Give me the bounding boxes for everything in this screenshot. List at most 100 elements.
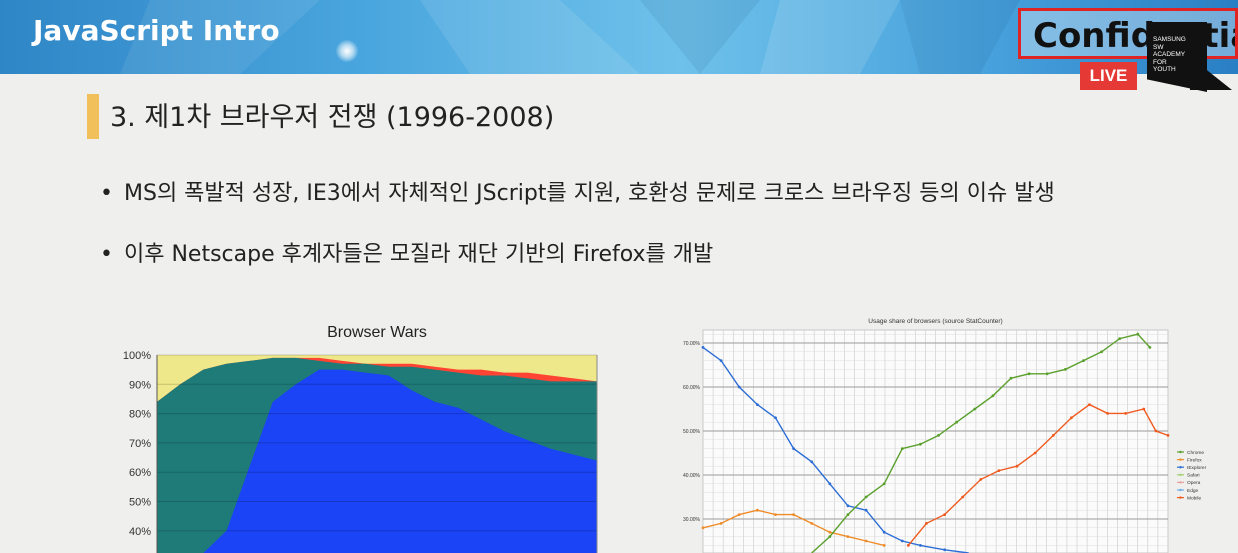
legend-marker	[1179, 450, 1182, 454]
browser-wars-chart: Browser Wars 100% 90% 80% 70% 60% 50% 40%	[123, 324, 598, 553]
data-point	[1045, 372, 1049, 376]
section-accent-bar	[87, 94, 99, 139]
header-polygon-pattern	[120, 0, 1020, 74]
data-point	[719, 359, 723, 362]
data-point	[756, 403, 759, 406]
data-point	[1051, 434, 1055, 437]
data-point	[882, 482, 886, 486]
y-tick-label: 50.00%	[683, 429, 701, 435]
data-point	[1009, 376, 1013, 380]
data-point	[919, 544, 922, 547]
legend-marker	[1179, 458, 1182, 461]
data-point	[943, 513, 946, 516]
data-point	[979, 478, 983, 481]
bullet-dot-icon: •	[100, 242, 113, 267]
data-point	[774, 513, 777, 516]
y-tick-label: 70%	[129, 438, 151, 450]
data-point	[810, 460, 814, 464]
data-point	[756, 508, 759, 512]
area-series-blue	[157, 369, 597, 553]
data-point	[846, 535, 850, 538]
y-tick-label: 30.00%	[683, 517, 701, 523]
legend-marker	[1179, 496, 1182, 499]
data-point	[991, 394, 995, 398]
data-point	[828, 530, 832, 534]
legend-marker	[1179, 473, 1182, 476]
legend-label: Chrome	[1187, 450, 1204, 456]
data-point	[882, 544, 886, 547]
data-point	[1063, 368, 1067, 371]
data-point	[846, 513, 850, 516]
data-point	[1118, 337, 1122, 340]
data-point	[937, 434, 940, 437]
bullet-item: • 이후 Netscape 후계자들은 모질라 재단 기반의 Firefox를 개…	[100, 236, 713, 268]
data-point	[1033, 451, 1037, 455]
legend-label: IExplorer	[1187, 465, 1207, 471]
data-point	[774, 416, 777, 420]
bullet-text: MS의 폭발적 성장, IE3에서 자체적인 JScript를 지원, 호환성 …	[124, 181, 1055, 206]
y-tick-label: 60.00%	[683, 385, 701, 391]
bullet-dot-icon: •	[100, 181, 113, 206]
series-line-chrome	[811, 333, 1151, 553]
data-point	[737, 385, 741, 389]
data-point	[864, 539, 868, 543]
data-point	[737, 513, 741, 516]
chart-title: Browser Wars	[327, 324, 427, 341]
data-point	[846, 504, 850, 508]
y-tick-label: 50%	[129, 497, 151, 509]
light-flare	[336, 40, 358, 62]
usage-share-chart: Usage share of browsers (source StatCoun…	[683, 318, 1207, 553]
y-tick-label: 90%	[129, 379, 151, 391]
y-tick-label: 40.00%	[683, 473, 701, 479]
section-title: 3. 제1차 브라우저 전쟁 (1996-2008)	[110, 102, 555, 133]
y-tick-label: 80%	[129, 409, 151, 421]
deck-title: JavaScript Intro	[33, 14, 280, 47]
y-tick-label: 60%	[129, 467, 151, 479]
data-point	[828, 535, 832, 538]
chart-title: Usage share of browsers (source StatCoun…	[868, 318, 1002, 325]
data-point	[1106, 412, 1109, 415]
data-point	[1166, 434, 1170, 437]
series-line-mobile	[907, 403, 1169, 546]
data-point	[719, 522, 723, 525]
data-point	[900, 447, 904, 450]
data-point	[997, 469, 1001, 472]
data-point	[1100, 350, 1103, 354]
data-point	[919, 442, 922, 446]
data-point	[828, 482, 832, 486]
legend-label: Opera	[1187, 480, 1201, 486]
data-point	[1148, 346, 1152, 349]
data-point	[792, 513, 795, 516]
legend-marker	[1179, 488, 1182, 492]
data-point	[961, 495, 965, 499]
data-point	[701, 346, 705, 349]
data-point	[900, 539, 904, 543]
live-badge: LIVE	[1080, 62, 1137, 90]
data-point	[701, 526, 705, 530]
data-point	[1088, 403, 1091, 406]
data-point	[1015, 464, 1019, 468]
y-tick-label: 70.00%	[683, 341, 701, 347]
legend-label: Edge	[1187, 488, 1199, 494]
data-point	[1142, 407, 1146, 411]
data-point	[925, 522, 928, 525]
data-point	[882, 530, 886, 534]
data-point	[1124, 412, 1128, 415]
data-point	[810, 522, 814, 525]
data-point	[1027, 372, 1031, 376]
data-point	[1070, 416, 1073, 420]
data-point	[1154, 429, 1158, 433]
bullet-item: • MS의 폭발적 성장, IE3에서 자체적인 JScript를 지원, 호환성…	[100, 175, 1055, 207]
data-point	[955, 420, 958, 424]
data-point	[864, 508, 868, 512]
y-tick-label: 40%	[129, 526, 151, 538]
legend-label: Mobile	[1187, 495, 1201, 501]
data-point	[864, 495, 868, 499]
data-point	[973, 407, 977, 411]
legend-label: Firefox	[1187, 457, 1202, 463]
academy-logo-text: SAMSUNG SW ACADEMY FOR YOUTH	[1153, 36, 1186, 73]
legend-label: Safari	[1187, 473, 1200, 479]
data-point	[1136, 332, 1140, 336]
bullet-text: 이후 Netscape 후계자들은 모질라 재단 기반의 Firefox를 개발	[124, 242, 714, 267]
data-point	[906, 544, 910, 547]
